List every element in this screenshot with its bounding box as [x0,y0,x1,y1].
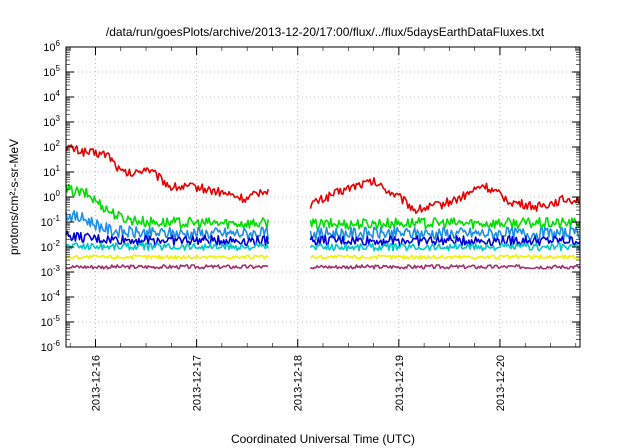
y-tick-label: 10-5 [41,314,61,329]
y-tick-label: 102 [43,139,60,154]
y-tick-label: 101 [43,164,60,179]
series-line [65,230,269,247]
y-tick-labels: 10-6 10-5 10-4 10-3 10-2 10-1 100 101 102 103 104 1… [41,39,61,354]
series-line [65,144,269,203]
chart-title: /data/run/goesPlots/archive/2013-12-20/1… [106,25,545,39]
x-tick-labels: 2013-12-16 2013-12-17 2013-12-18 2013-12-19… [90,355,506,411]
series-line [65,254,269,260]
x-tick-label: 2013-12-16 [90,355,102,411]
y-tick-label: 10-6 [41,339,61,354]
series-line [309,242,581,252]
x-tick-label: 2013-12-19 [394,355,406,411]
series-line [65,184,269,230]
series-layer [65,144,581,270]
y-tick-label: 103 [43,114,60,129]
x-tick-label: 2013-12-18 [293,355,305,411]
y-tick-label: 10-3 [41,264,61,279]
series-line [309,234,581,247]
x-tick-label: 2013-12-17 [192,355,204,411]
ticks-layer [66,46,580,348]
series-line [309,254,581,260]
y-tick-label: 106 [43,39,60,54]
y-tick-label: 10-4 [41,289,61,304]
y-axis-label: protons/cm²-s-sr-MeV [7,139,21,255]
series-line [309,264,581,270]
y-tick-label: 100 [43,189,60,204]
y-tick-label: 105 [43,64,60,79]
x-tick-label: 2013-12-20 [495,355,507,411]
y-tick-label: 10-2 [41,239,61,254]
y-tick-label: 10-1 [41,214,61,229]
series-line [65,241,269,252]
x-axis-label: Coordinated Universal Time (UTC) [231,432,415,446]
series-line [309,177,581,215]
series-line [309,226,581,241]
series-line [65,210,269,241]
y-tick-label: 104 [43,89,60,104]
series-line [65,264,269,270]
series-line [309,216,581,230]
